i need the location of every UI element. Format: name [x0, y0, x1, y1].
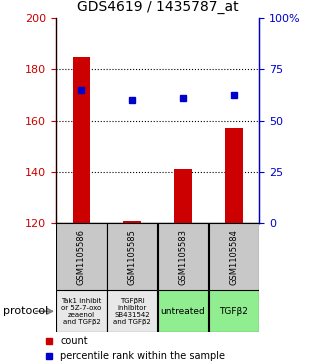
Bar: [107, 223, 157, 290]
Bar: [209, 290, 259, 332]
Bar: [158, 290, 208, 332]
Text: count: count: [60, 336, 88, 346]
Bar: [158, 223, 208, 290]
Title: GDS4619 / 1435787_at: GDS4619 / 1435787_at: [77, 0, 238, 15]
Text: Tak1 inhibit
or 5Z-7-oxo
zeaenol
and TGFβ2: Tak1 inhibit or 5Z-7-oxo zeaenol and TGF…: [61, 298, 101, 325]
Text: GSM1105583: GSM1105583: [179, 229, 188, 285]
Bar: [174, 170, 192, 223]
Bar: [56, 290, 107, 332]
Text: GSM1105585: GSM1105585: [128, 229, 137, 285]
Text: percentile rank within the sample: percentile rank within the sample: [60, 351, 225, 361]
Bar: [225, 129, 243, 223]
Bar: [123, 221, 141, 223]
Bar: [209, 223, 259, 290]
Text: TGFβ2: TGFβ2: [220, 307, 248, 316]
Text: TGFβRI
inhibitor
SB431542
and TGFβ2: TGFβRI inhibitor SB431542 and TGFβ2: [113, 298, 151, 325]
Text: untreated: untreated: [161, 307, 205, 316]
Text: GSM1105584: GSM1105584: [229, 229, 238, 285]
Text: protocol: protocol: [3, 306, 48, 316]
Text: GSM1105586: GSM1105586: [77, 229, 86, 285]
Bar: [56, 223, 107, 290]
Bar: [73, 57, 90, 223]
Bar: [107, 290, 157, 332]
